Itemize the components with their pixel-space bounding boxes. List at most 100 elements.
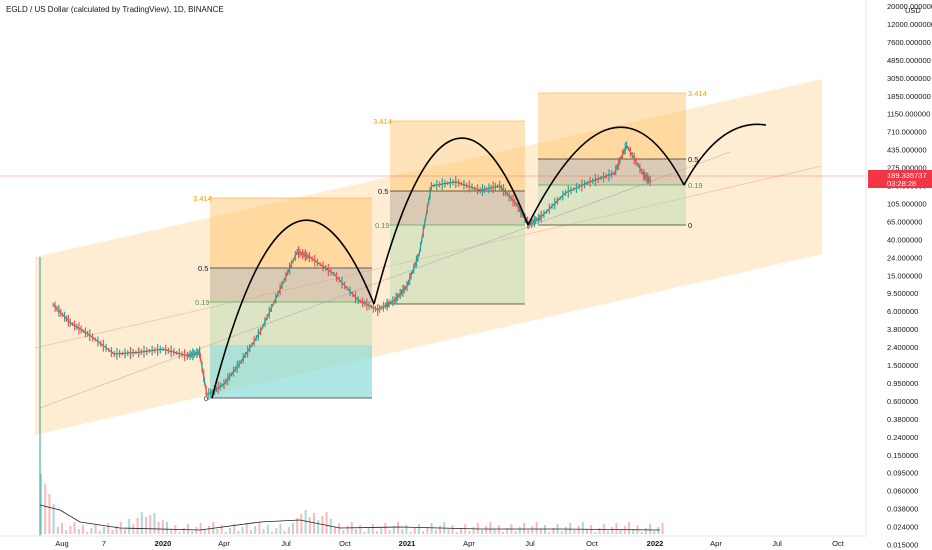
volume-bar [657, 527, 660, 534]
volume-bar [136, 518, 139, 534]
cycle-arc [211, 219, 375, 399]
volume-bar [380, 527, 383, 534]
volume-bar [531, 526, 534, 534]
volume-bar [388, 530, 391, 534]
fib-label-base: 0 [204, 394, 208, 403]
volume-bar [472, 527, 475, 534]
y-tick-label: 0.060000 [887, 487, 918, 496]
volume-bar [229, 528, 231, 534]
y-tick-label: 65.000000 [887, 217, 922, 226]
volume-bar [535, 522, 538, 534]
y-tick-label: 105.000000 [887, 199, 927, 208]
volume-bar [552, 528, 555, 534]
volume-bar [216, 529, 219, 534]
fib-label-mid: 0.5 [688, 155, 698, 164]
price-axis[interactable]: 20000.000000 12000.000000 7600.000000 4850.… [865, 0, 932, 550]
volume-bar [275, 528, 278, 534]
cycle-arc [527, 126, 685, 226]
volume-bar [262, 529, 265, 534]
volume-bar [44, 484, 47, 534]
fib-zone-top [538, 93, 686, 159]
volume-bar [615, 523, 618, 534]
volume-bar [502, 532, 504, 534]
volume-bar [191, 531, 194, 534]
volume-bar [409, 532, 412, 534]
volume-bar [166, 522, 168, 534]
y-tick-label: 0.600000 [887, 397, 918, 406]
volume-bar [98, 531, 101, 534]
price-line [52, 144, 652, 397]
fib-zone-mid [210, 268, 372, 302]
x-tick-label: Oct [586, 539, 599, 548]
channel-midline [34, 165, 823, 349]
y-tick-label: 2.400000 [887, 343, 918, 352]
y-tick-label: 3.800000 [887, 325, 918, 334]
volume-bar [233, 524, 236, 534]
y-tick-label: 0.380000 [887, 415, 918, 424]
volume-bar [401, 529, 404, 534]
volume-bar [321, 516, 324, 534]
volume-bar [287, 527, 290, 534]
countdown-value: 03:28:28 [887, 179, 916, 188]
volume-bar [56, 527, 59, 534]
y-tick-label: 435.000000 [887, 146, 927, 155]
x-tick-label: Apr [218, 539, 230, 548]
volume-bar [581, 522, 584, 534]
volume-bar [640, 532, 643, 534]
y-tick-label: 275.000000 [887, 164, 927, 173]
volume-bar [439, 526, 441, 534]
volume-bar [539, 529, 542, 534]
volume-bar [153, 513, 156, 534]
y-tick-label: 0.240000 [887, 433, 918, 442]
volume-bar [497, 525, 500, 534]
volume-bar [397, 522, 399, 534]
fib-zone-top [210, 198, 372, 268]
volume-bar [279, 524, 282, 534]
cycle-arc [373, 137, 529, 305]
volume-bar [48, 494, 51, 534]
volume-bar [94, 524, 97, 534]
volume-bar [170, 529, 173, 534]
volume-bar [518, 527, 521, 534]
volume-bar [254, 526, 257, 534]
y-tick-label: 0.015000 [887, 541, 918, 550]
volume-bar [103, 527, 105, 534]
y-tick-label: 0.024000 [887, 523, 918, 532]
price-series [52, 141, 652, 400]
volume-bar [208, 526, 210, 534]
volume-bar [363, 532, 366, 534]
volume-bar [69, 526, 72, 534]
volume-bar [598, 528, 601, 534]
x-tick-label: 2020 [155, 539, 172, 548]
volume-bar [334, 527, 336, 534]
volume-bar [476, 523, 479, 534]
y-tick-label: 0.095000 [887, 469, 918, 478]
volume-bar [355, 529, 357, 534]
volume-bar [132, 524, 135, 534]
y-tick-label: 40.000000 [887, 235, 922, 244]
volume-bar [65, 530, 68, 534]
volume-bar [653, 531, 656, 534]
y-tick-label: 0.038000 [887, 505, 918, 514]
y-tick-label: 0.950000 [887, 379, 918, 388]
volume-bar [481, 530, 483, 534]
volume-bar [145, 517, 147, 534]
trend-lines [0, 151, 866, 536]
fib-label-top: 3.414 [688, 89, 707, 98]
volume-bar [271, 532, 273, 534]
volume-bar [115, 526, 118, 534]
volume-bar [317, 520, 320, 534]
volume-bar [514, 531, 517, 534]
x-tick-label: Oct [339, 539, 352, 548]
last-price-tag: 189.335737 03:28:28 [868, 170, 932, 188]
y-tick-label: 24.000000 [887, 253, 922, 262]
volume-bar [128, 519, 131, 534]
volume-bar [187, 524, 189, 534]
fib-label-low: 0.19 [195, 298, 210, 307]
time-axis[interactable]: Aug 7 2020 Apr Jul Oct 2021 Apr Jul Oct 2022 Apr Jul… [0, 535, 866, 548]
volume-bar [371, 524, 374, 534]
x-tick-label: 2022 [647, 539, 664, 548]
volume-bar [392, 526, 395, 534]
